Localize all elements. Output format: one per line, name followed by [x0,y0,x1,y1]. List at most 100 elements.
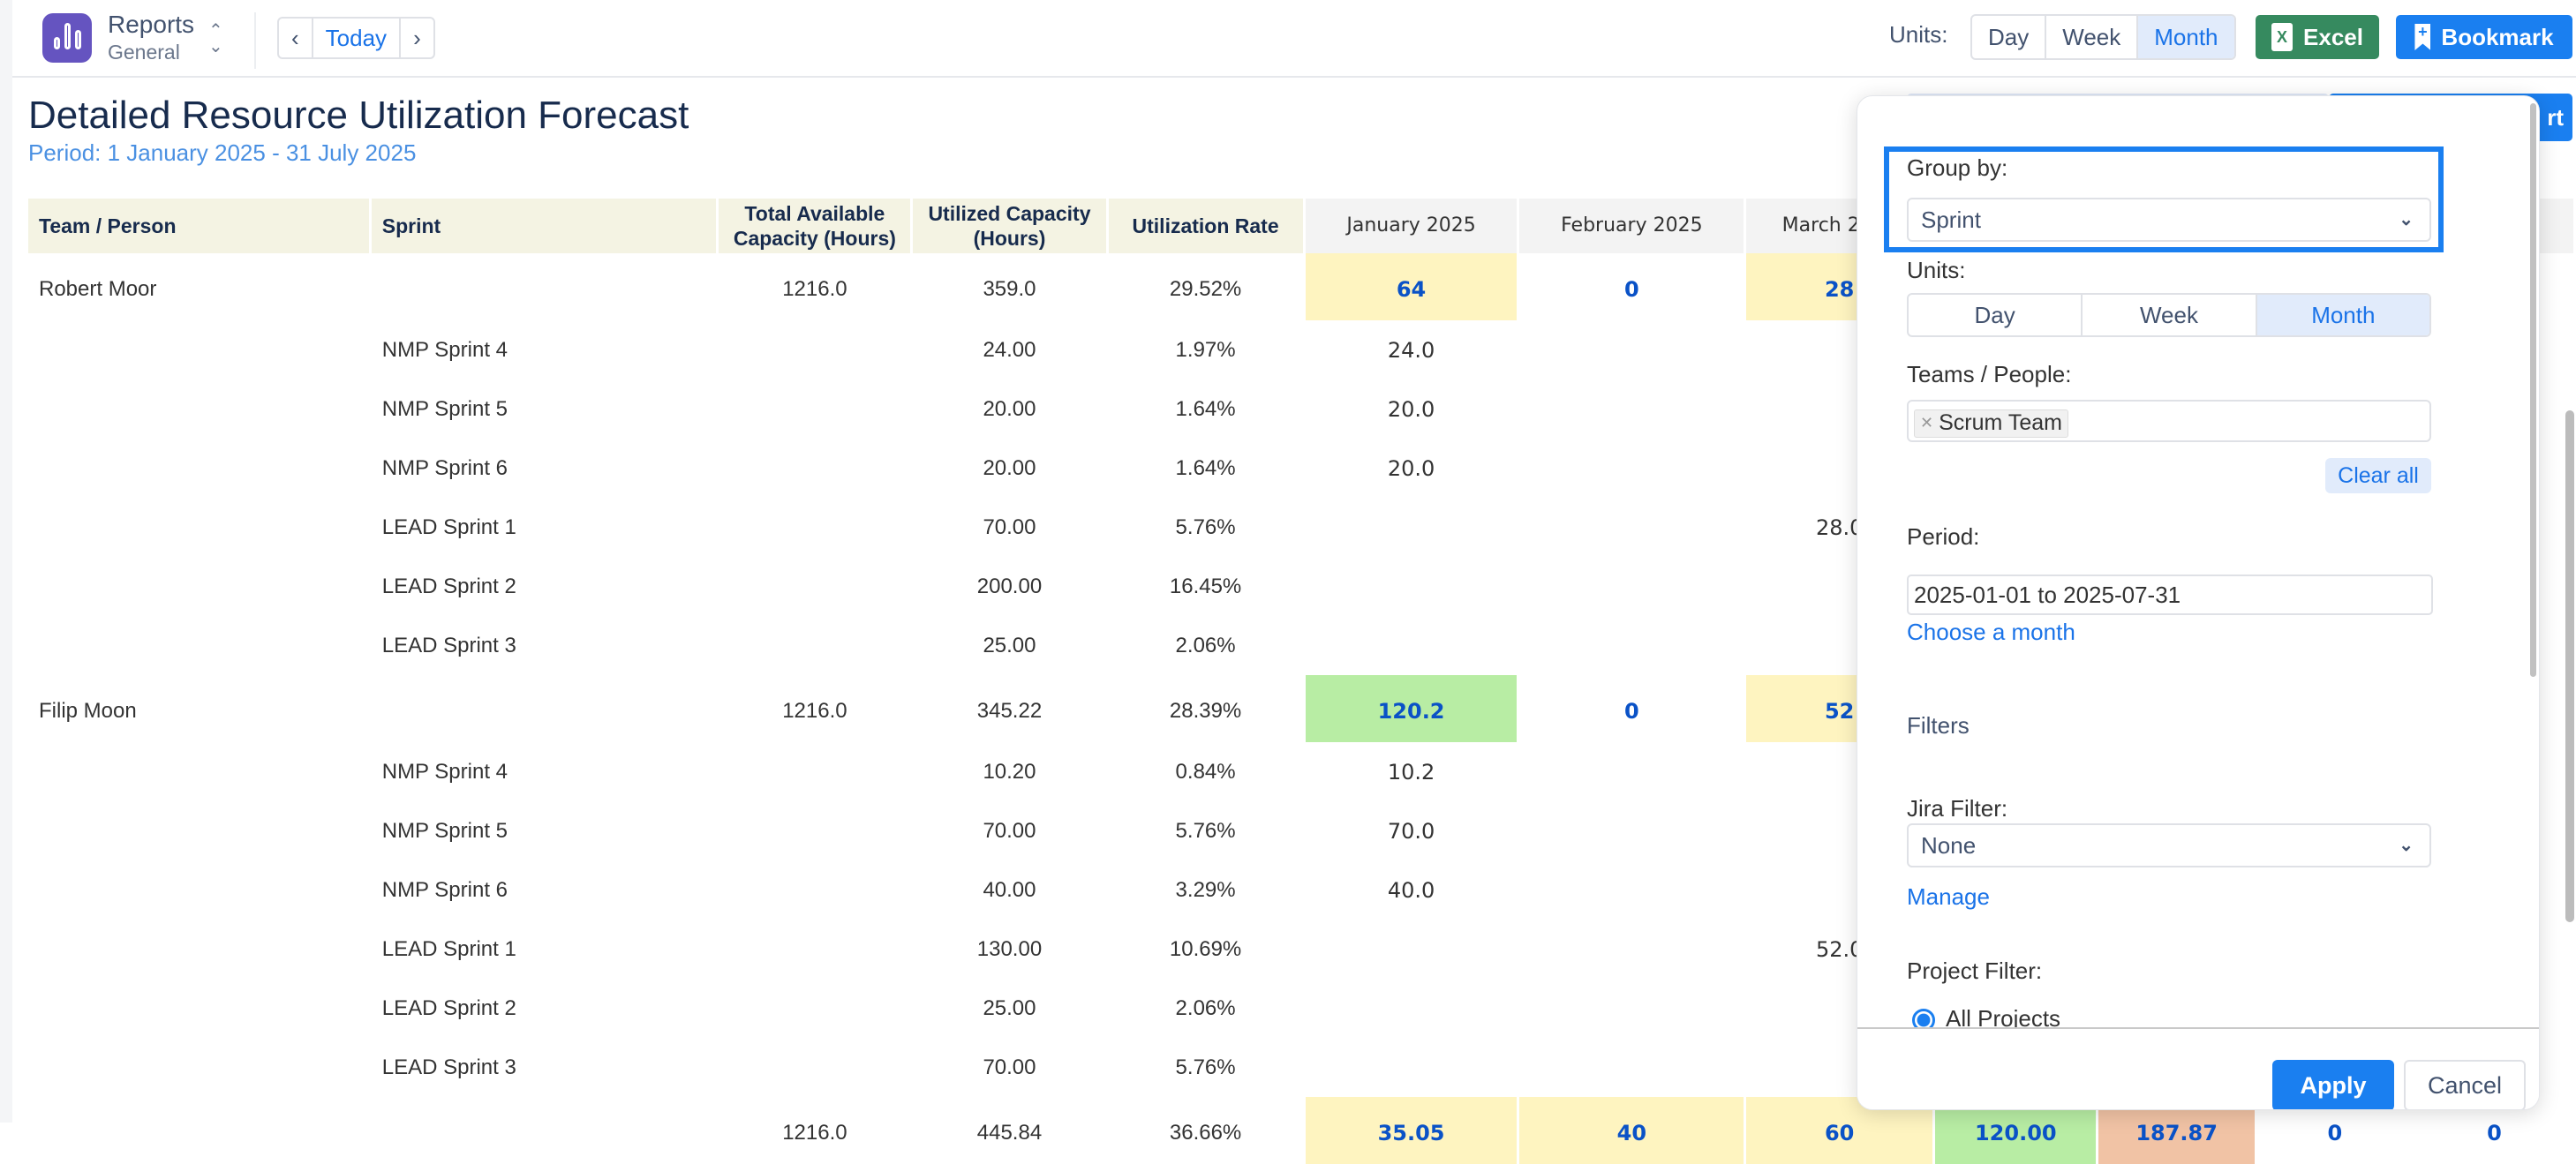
excel-button[interactable]: X Excel [2256,15,2379,59]
panel-units-toggle: Day Week Month [1907,293,2431,337]
utilized-capacity: 25.00 [983,995,1036,1020]
month-cell: 120.2 [1305,675,1518,742]
sprint-row: NMP Sprint 4 24.00 1.97% 24.0 [28,320,2573,379]
next-button[interactable]: › [413,24,421,51]
bar-chart-icon[interactable] [42,13,92,63]
person-name [28,860,369,920]
units-label: Units: [1907,257,1966,283]
month-cell: 40.0 [1387,877,1435,903]
sprint-name: NMP Sprint 6 [381,455,508,480]
sprint-row: LEAD Sprint 1 130.00 10.69% 52.0 [28,920,2573,979]
sprint-row: NMP Sprint 5 20.00 1.64% 20.0 [28,379,2573,439]
bookmark-button[interactable]: + Bookmark [2396,15,2572,59]
month-cell [1306,616,1518,675]
person-name [28,616,369,675]
export-label: rt [2547,103,2564,131]
group-by-value: Sprint [1921,206,1981,233]
group-by-select[interactable]: Sprint ⌄ [1907,198,2431,242]
sprint-row: LEAD Sprint 2 25.00 2.06% [28,979,2573,1038]
period-input[interactable]: 2025-01-01 to 2025-07-31 [1907,574,2433,615]
person-name [28,801,369,860]
manage-link[interactable]: Manage [1907,883,1990,910]
unit-week-button[interactable]: Week [2046,16,2139,58]
total-capacity [719,920,910,979]
month-cell [1519,379,1744,439]
panel-unit-month[interactable]: Month [2256,295,2429,335]
sprint-row: NMP Sprint 4 10.20 0.84% 10.2 [28,742,2573,801]
switch-chevrons-icon[interactable]: ⌃ ⌄ [208,21,223,56]
utilization-rate: 16.45% [1169,574,1242,598]
date-navigation: ‹ Today › [277,17,435,59]
teams-input[interactable]: ✕ Scrum Team [1907,400,2431,442]
person-name: Filip Moon [39,699,137,723]
today-button[interactable]: Today [313,19,402,57]
remove-icon[interactable]: ✕ [1920,414,1934,432]
utilized-capacity: 359.0 [983,277,1036,301]
cancel-button[interactable]: Cancel [2404,1060,2526,1109]
divider [254,12,256,69]
column-header: Utilization Rate [1108,199,1303,253]
panel-unit-day[interactable]: Day [1909,295,2083,335]
utilized-capacity: 345.22 [976,699,1043,723]
month-cell [1519,498,1744,557]
person-name [28,439,369,498]
panel-unit-week[interactable]: Week [2083,295,2257,335]
team-tag: ✕ Scrum Team [1914,409,2068,438]
sprint-name: NMP Sprint 6 [381,877,508,902]
column-header: Utilized Capacity (Hours) [913,199,1106,253]
apply-button[interactable]: Apply [2272,1060,2394,1109]
utilized-capacity: 445.84 [976,1121,1043,1145]
total-capacity [719,379,910,439]
total-capacity [719,801,910,860]
utilization-rate: 5.76% [1175,1055,1236,1079]
month-cell: 28.0 [1815,514,1864,540]
utilized-capacity: 130.00 [976,936,1043,961]
choose-month-link[interactable]: Choose a month [1907,619,2075,645]
month-cell [1306,498,1518,557]
sprint-name [372,1097,717,1164]
month-cell [1519,801,1744,860]
unit-month-button[interactable]: Month [2138,16,2234,58]
utilized-capacity: 200.00 [976,574,1043,598]
app-name[interactable]: Reports [108,11,195,38]
units-toggle: Day Week Month [1970,14,2236,60]
clear-all-button[interactable]: Clear all [2325,458,2431,493]
sprint-name: NMP Sprint 5 [381,818,508,843]
filters-heading: Filters [1907,712,1970,739]
month-cell [1519,742,1744,801]
month-cell: 20.0 [1387,455,1435,481]
utilized-capacity: 70.00 [983,818,1036,843]
month-cell [1519,439,1744,498]
total-capacity [719,742,910,801]
app-space: General [108,41,180,64]
unit-day-button[interactable]: Day [1972,16,2047,58]
utilization-rate: 2.06% [1175,633,1236,657]
column-header: Total Available Capacity (Hours) [719,199,911,253]
person-name [28,379,369,439]
utilized-capacity: 25.00 [983,633,1036,657]
utilization-rate: 1.64% [1175,455,1236,480]
total-capacity [719,320,910,379]
month-cell: 24.0 [1387,337,1435,363]
sprint-name: NMP Sprint 4 [381,759,508,784]
month-cell: 35.05 [1305,1097,1518,1164]
month-cell: 20.0 [1387,396,1435,422]
team-row: Filip Moon 1216.0 345.22 28.39% 120.2 0 52 [28,675,2573,742]
report-period: Period: 1 January 2025 - 31 July 2025 [28,139,417,166]
page-scrollbar[interactable] [2565,410,2574,922]
prev-button[interactable]: ‹ [279,19,313,57]
jira-filter-select[interactable]: None ⌄ [1907,823,2431,867]
person-name [28,498,369,557]
teams-label: Teams / People: [1907,361,2072,387]
column-header: Team / Person [28,199,369,253]
utilization-rate: 1.97% [1175,337,1236,362]
column-header: Sprint [371,199,717,253]
panel-scrollbar[interactable] [2530,103,2536,677]
sprint-name [372,253,717,320]
total-capacity [719,439,910,498]
month-cell [1519,1038,1744,1097]
month-cell [1306,1038,1518,1097]
column-header: January 2025 [1305,199,1518,253]
month-cell [1519,320,1744,379]
person-name: Robert Moor [39,277,157,301]
